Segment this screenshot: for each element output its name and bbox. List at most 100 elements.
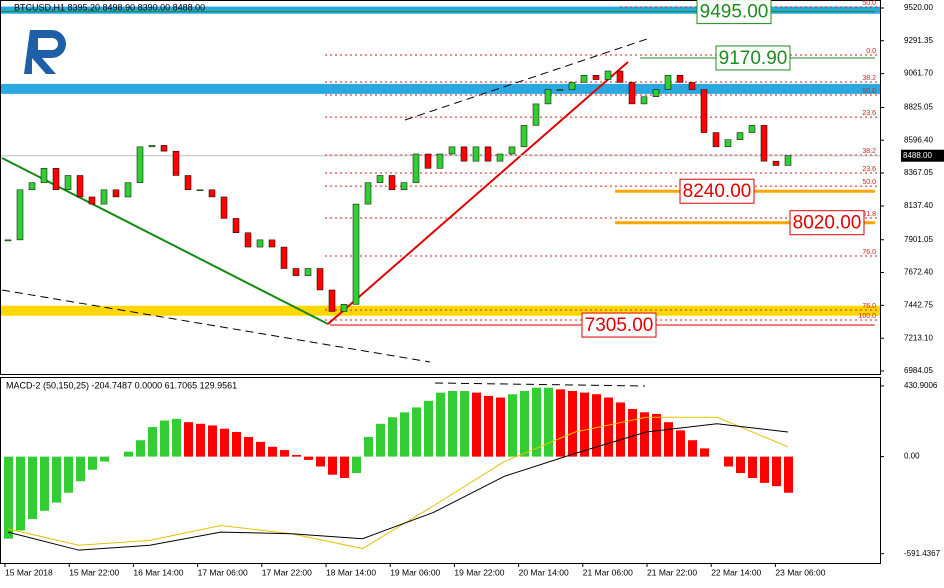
current-price-label: 8488.00	[903, 151, 932, 160]
candle	[352, 203, 360, 305]
macd-bar	[400, 412, 409, 457]
macd-bar	[520, 390, 529, 457]
y-tick-label: 7442.75	[904, 300, 933, 309]
macd-bar	[772, 456, 781, 487]
macd-bar	[556, 389, 565, 457]
level-box	[715, 45, 791, 71]
y-tick-label: 6984.05	[904, 366, 933, 375]
candle	[160, 145, 168, 152]
candle	[100, 189, 108, 205]
y-tick-label: 8596.40	[904, 135, 933, 144]
candle	[520, 125, 528, 148]
macd-bar	[184, 422, 193, 457]
macd-line	[7, 416, 789, 550]
x-tick-label: 19 Mar 06:00	[390, 567, 440, 577]
candle	[76, 175, 84, 198]
macd-frame	[0, 377, 881, 564]
candle	[280, 246, 288, 269]
level-label: 9495.00	[700, 2, 769, 23]
candle	[184, 175, 192, 191]
zone	[1, 83, 880, 94]
candle	[328, 289, 336, 312]
candle	[616, 70, 624, 83]
candle	[136, 146, 144, 183]
macd-bar	[688, 440, 697, 457]
candle	[340, 304, 348, 312]
price-header: BTCUSD,H1 8395.20 8498.90 8390.00 8488.0…	[14, 2, 205, 12]
candle	[760, 125, 768, 162]
macd-bar	[736, 456, 745, 474]
macd-bar	[256, 441, 265, 457]
candle	[400, 182, 408, 191]
macd-bar	[40, 456, 49, 511]
macd-bar	[484, 395, 493, 457]
candle	[484, 146, 492, 162]
candle	[592, 75, 600, 80]
x-tick-label: 15 Mar 2018	[5, 567, 53, 577]
candle	[568, 82, 576, 90]
candle	[496, 153, 504, 162]
candle	[772, 160, 780, 166]
macd-bar	[208, 425, 217, 457]
level-box	[789, 210, 865, 236]
candle	[676, 75, 684, 83]
macd-bar	[172, 418, 181, 457]
candle	[448, 146, 456, 155]
logo	[24, 30, 66, 74]
macd-bar	[748, 456, 757, 478]
macd-bar	[496, 397, 505, 457]
candle	[508, 146, 516, 155]
macd-bar	[388, 417, 397, 457]
y-tick-label: 7901.05	[904, 235, 933, 244]
macd-bar	[700, 448, 709, 457]
macd-bar	[424, 400, 433, 457]
candle	[556, 89, 564, 91]
candle	[580, 75, 588, 83]
candle	[748, 125, 756, 133]
candle	[268, 239, 276, 248]
macd-bar	[316, 456, 325, 467]
macd-bar	[436, 392, 445, 457]
candle	[112, 189, 120, 198]
fib-label: 76.0	[862, 249, 876, 256]
candle	[124, 182, 132, 198]
candle	[712, 132, 720, 148]
fib-label: 23.6	[862, 110, 876, 117]
macd-bar	[340, 456, 349, 478]
macd-bar	[124, 451, 133, 457]
fib-label: 23.6	[862, 166, 876, 173]
candle	[724, 139, 732, 148]
y-tick-label: 8367.05	[904, 168, 933, 177]
y-tick-label: 430.9006	[904, 381, 938, 390]
candle	[652, 89, 660, 98]
y-tick-label: 8137.40	[904, 201, 933, 210]
macd-bar	[616, 402, 625, 457]
candle	[436, 153, 444, 169]
candle	[304, 268, 312, 276]
macd-bar	[376, 423, 385, 457]
macd-bar	[364, 436, 373, 457]
x-tick-label: 18 Mar 14:00	[326, 567, 376, 577]
macd-bar	[292, 454, 301, 457]
candle	[388, 175, 396, 191]
x-tick-label: 15 Mar 22:00	[69, 567, 119, 577]
fib-label: 50.0	[862, 0, 876, 7]
candle	[412, 153, 420, 183]
zone	[1, 6, 880, 14]
candle	[28, 182, 36, 191]
macd-bar	[604, 397, 613, 457]
macd-bar	[160, 420, 169, 457]
candle	[64, 175, 72, 191]
macd-bar	[4, 456, 13, 539]
macd-bar	[232, 432, 241, 457]
macd-bar	[136, 440, 145, 457]
macd-bar	[412, 407, 421, 457]
macd-bar	[352, 456, 361, 474]
level-box	[581, 312, 657, 338]
x-tick-label: 23 Mar 06:00	[775, 567, 825, 577]
macd-bar	[16, 456, 25, 531]
macd-bar	[220, 428, 229, 457]
fib-label: 76.0	[862, 303, 876, 310]
x-tick-label: 19 Mar 22:00	[454, 567, 504, 577]
candle	[40, 168, 48, 183]
